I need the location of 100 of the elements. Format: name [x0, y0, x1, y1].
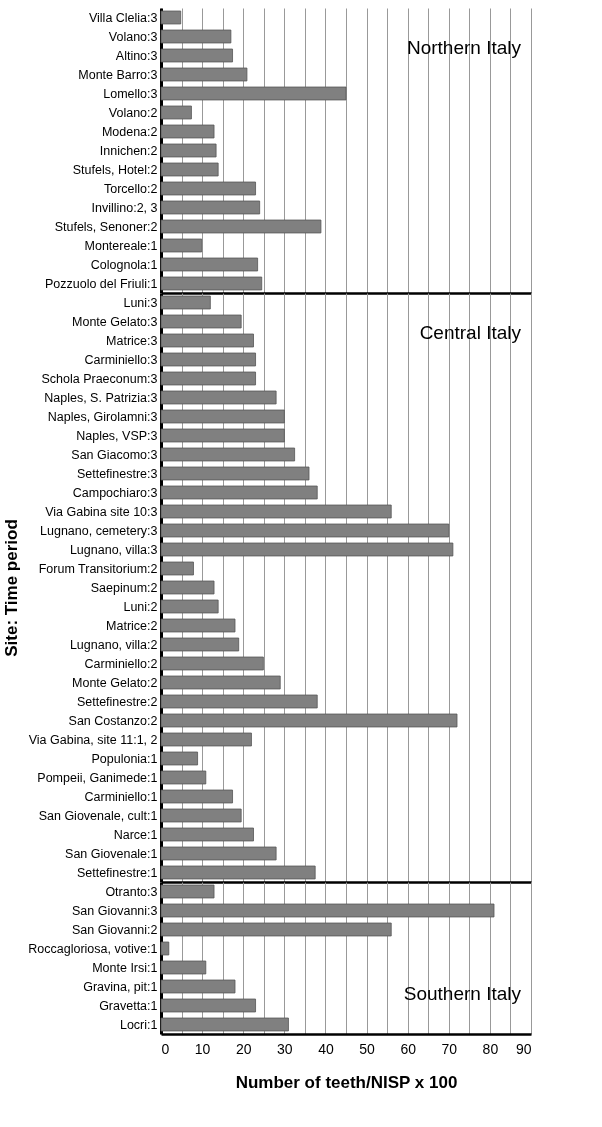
bar	[160, 314, 242, 329]
bar	[160, 29, 232, 44]
y-tick-label: Colognola:1	[90, 257, 158, 272]
bar	[160, 922, 392, 937]
y-tick-label: San Giovenale:1	[65, 846, 158, 861]
x-tick-label: 10	[194, 1040, 211, 1057]
bar	[160, 618, 236, 633]
y-tick-label: Populonia:1	[91, 751, 158, 766]
bar	[160, 257, 259, 272]
bar	[160, 447, 296, 462]
bar	[160, 276, 263, 291]
x-tick-label: 0	[161, 1040, 170, 1057]
bar	[160, 105, 192, 120]
x-tick-label: 80	[482, 1040, 499, 1057]
annotation: Central Italy	[419, 322, 522, 343]
bar	[160, 67, 248, 82]
y-tick-label: Campochiaro:3	[72, 485, 158, 500]
bar	[160, 48, 233, 63]
y-tick-label: Pompeii, Ganimede:1	[37, 770, 158, 785]
y-tick-label: Gravina, pit:1	[83, 979, 158, 994]
bar	[160, 561, 194, 576]
y-tick-label: Naples, Girolamni:3	[47, 409, 158, 424]
x-tick-label: 70	[441, 1040, 458, 1057]
y-tick-label: Stufels, Senoner:2	[54, 219, 158, 234]
y-axis-title: Site: Time period	[1, 519, 21, 657]
y-tick-label: Lomello:3	[103, 86, 158, 101]
bar	[160, 599, 219, 614]
y-tick-label: Settefinestre:2	[76, 694, 158, 709]
bar	[160, 675, 281, 690]
y-tick-label: Monte Gelato:3	[72, 314, 158, 329]
y-tick-label: Via Gabina, site 11:1, 2	[28, 732, 158, 747]
bar	[160, 124, 215, 139]
y-tick-label: Lugnano, villa:3	[69, 542, 158, 557]
bar	[160, 694, 318, 709]
bar	[160, 979, 236, 994]
bar	[160, 789, 233, 804]
x-tick-label: 90	[515, 1040, 532, 1057]
y-tick-label: Settefinestre:1	[76, 865, 158, 880]
bar	[160, 238, 203, 253]
x-tick-label: 40	[318, 1040, 334, 1057]
x-tick-label: 60	[400, 1040, 417, 1057]
bar	[160, 732, 252, 747]
y-tick-label: Carminiello:1	[84, 789, 158, 804]
bar	[160, 409, 285, 424]
bar	[160, 865, 316, 880]
y-tick-label: Volano:3	[108, 29, 158, 44]
annotation: Southern Italy	[403, 983, 522, 1004]
x-tick-label: 20	[235, 1040, 252, 1057]
bar	[160, 827, 254, 842]
y-tick-label: Settefinestre:3	[76, 466, 158, 481]
bar	[160, 903, 495, 918]
bar	[160, 998, 256, 1013]
y-tick-label: Locri:1	[119, 1017, 158, 1032]
bar	[160, 941, 170, 956]
y-tick-label: Stufels, Hotel:2	[72, 162, 158, 177]
bar	[160, 181, 256, 196]
y-tick-label: San Costanzo:2	[68, 713, 158, 728]
y-tick-label: Carminiello:2	[84, 656, 158, 671]
y-tick-label: San Giacomo:3	[71, 447, 158, 462]
bar	[160, 428, 285, 443]
bar	[160, 390, 277, 405]
bar	[160, 523, 450, 538]
bar	[160, 846, 277, 861]
y-tick-label: San Giovanni:3	[72, 903, 158, 918]
y-tick-label: Pozzuolo del Friuli:1	[44, 276, 158, 291]
y-tick-label: Roccagloriosa, votive:1	[28, 941, 158, 956]
bar	[160, 1017, 289, 1032]
bar	[160, 485, 318, 500]
bar	[160, 504, 392, 519]
x-tick-label: 30	[277, 1040, 293, 1057]
y-tick-label: Villa Clelia:3	[88, 10, 158, 25]
bar	[160, 808, 242, 823]
bar	[160, 371, 256, 386]
bar	[160, 656, 264, 671]
bar	[160, 200, 261, 215]
y-tick-label: Monte Gelato:2	[72, 675, 158, 690]
y-tick-label: Naples, VSP:3	[76, 428, 158, 443]
y-tick-label: Innichen:2	[99, 143, 158, 158]
bar	[160, 580, 215, 595]
y-tick-label: Montereale:1	[84, 238, 158, 253]
bar	[160, 219, 322, 234]
bar	[160, 770, 207, 785]
bar	[160, 352, 256, 367]
y-tick-label: Monte Irsi:1	[92, 960, 158, 975]
bar	[160, 466, 310, 481]
bar	[160, 333, 254, 348]
y-tick-label: Carminiello:3	[84, 352, 158, 367]
y-tick-label: Otranto:3	[105, 884, 158, 899]
y-tick-label: Monte Barro:3	[78, 67, 158, 82]
bar	[160, 10, 182, 25]
y-tick-label: Gravetta:1	[99, 998, 158, 1013]
bar	[160, 143, 217, 158]
bar	[160, 637, 240, 652]
y-tick-label: Narce:1	[113, 827, 158, 842]
bar	[160, 542, 454, 557]
y-tick-label: Via Gabina site 10:3	[45, 504, 158, 519]
y-tick-label: Luni:2	[123, 599, 158, 614]
y-tick-label: San Giovenale, cult:1	[38, 808, 158, 823]
y-tick-label: Lugnano, cemetery:3	[40, 523, 158, 538]
y-tick-label: Matrice:3	[106, 333, 158, 348]
